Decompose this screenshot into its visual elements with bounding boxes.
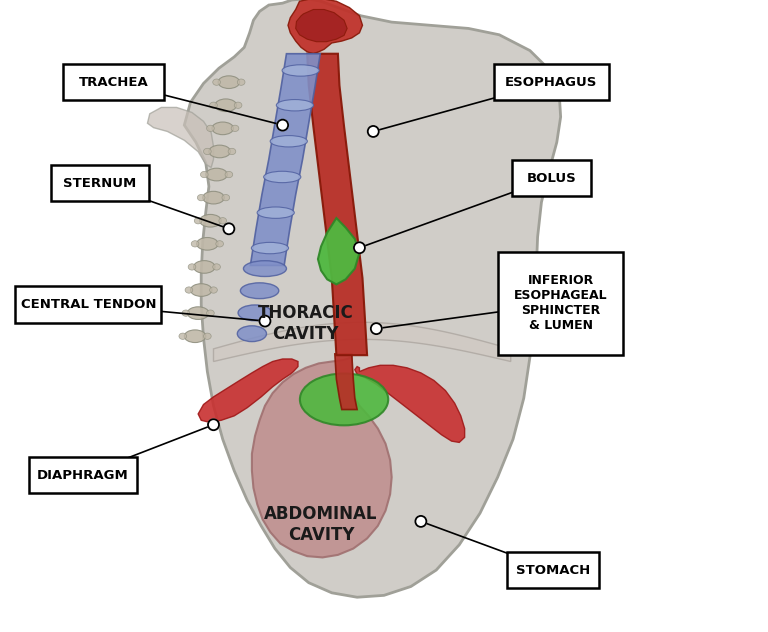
Polygon shape bbox=[318, 218, 359, 284]
Ellipse shape bbox=[209, 145, 230, 158]
Text: INFERIOR
ESOPHAGEAL
SPHINCTER
& LUMEN: INFERIOR ESOPHAGEAL SPHINCTER & LUMEN bbox=[514, 274, 607, 332]
Polygon shape bbox=[288, 0, 362, 54]
FancyBboxPatch shape bbox=[29, 457, 137, 494]
Ellipse shape bbox=[222, 195, 230, 201]
Ellipse shape bbox=[194, 217, 202, 224]
Ellipse shape bbox=[182, 310, 190, 316]
Ellipse shape bbox=[194, 260, 215, 273]
Polygon shape bbox=[250, 54, 320, 265]
FancyBboxPatch shape bbox=[494, 64, 609, 100]
Ellipse shape bbox=[215, 99, 237, 112]
Circle shape bbox=[223, 223, 234, 234]
Text: ABDOMINAL
CAVITY: ABDOMINAL CAVITY bbox=[264, 505, 378, 544]
Ellipse shape bbox=[300, 374, 389, 425]
Ellipse shape bbox=[207, 310, 214, 316]
Ellipse shape bbox=[207, 125, 214, 131]
Ellipse shape bbox=[200, 171, 208, 178]
Ellipse shape bbox=[270, 136, 307, 147]
FancyBboxPatch shape bbox=[512, 160, 591, 197]
Ellipse shape bbox=[257, 207, 294, 219]
Polygon shape bbox=[296, 9, 347, 42]
Circle shape bbox=[354, 242, 365, 253]
Ellipse shape bbox=[251, 243, 289, 254]
Polygon shape bbox=[307, 54, 367, 355]
Ellipse shape bbox=[206, 168, 227, 181]
Ellipse shape bbox=[184, 330, 206, 343]
Circle shape bbox=[260, 315, 270, 327]
Ellipse shape bbox=[237, 326, 266, 341]
FancyBboxPatch shape bbox=[51, 165, 149, 202]
Ellipse shape bbox=[240, 283, 279, 299]
Text: ESOPHAGUS: ESOPHAGUS bbox=[505, 76, 598, 88]
Ellipse shape bbox=[190, 284, 212, 296]
Ellipse shape bbox=[216, 241, 223, 247]
Ellipse shape bbox=[213, 264, 220, 270]
Ellipse shape bbox=[282, 65, 319, 76]
Ellipse shape bbox=[237, 79, 245, 85]
Text: CENTRAL TENDON: CENTRAL TENDON bbox=[21, 298, 156, 311]
Ellipse shape bbox=[185, 287, 193, 293]
Ellipse shape bbox=[228, 149, 236, 155]
Text: THORACIC
CAVITY: THORACIC CAVITY bbox=[258, 304, 353, 343]
Ellipse shape bbox=[276, 100, 313, 111]
Text: DIAPHRAGM: DIAPHRAGM bbox=[37, 469, 129, 482]
Text: BOLUS: BOLUS bbox=[527, 172, 576, 185]
Polygon shape bbox=[252, 357, 392, 557]
Ellipse shape bbox=[238, 305, 272, 321]
Ellipse shape bbox=[218, 76, 240, 88]
Ellipse shape bbox=[200, 214, 221, 227]
Polygon shape bbox=[198, 359, 298, 422]
FancyBboxPatch shape bbox=[507, 552, 599, 588]
Circle shape bbox=[415, 516, 426, 527]
Ellipse shape bbox=[225, 171, 233, 178]
FancyBboxPatch shape bbox=[15, 286, 161, 323]
Ellipse shape bbox=[243, 261, 286, 277]
Circle shape bbox=[277, 119, 288, 131]
Ellipse shape bbox=[210, 102, 217, 109]
Ellipse shape bbox=[187, 307, 209, 319]
Ellipse shape bbox=[188, 264, 196, 270]
Circle shape bbox=[371, 323, 382, 334]
Text: STOMACH: STOMACH bbox=[516, 564, 590, 576]
Ellipse shape bbox=[197, 238, 218, 250]
Ellipse shape bbox=[234, 102, 242, 109]
Polygon shape bbox=[184, 0, 561, 597]
Ellipse shape bbox=[213, 79, 220, 85]
Ellipse shape bbox=[263, 171, 301, 183]
Ellipse shape bbox=[197, 195, 205, 201]
Ellipse shape bbox=[204, 149, 211, 155]
Ellipse shape bbox=[191, 241, 199, 247]
Polygon shape bbox=[147, 107, 214, 167]
Ellipse shape bbox=[204, 333, 211, 339]
Text: TRACHEA: TRACHEA bbox=[79, 76, 148, 88]
Polygon shape bbox=[355, 365, 465, 442]
Ellipse shape bbox=[203, 191, 224, 204]
FancyBboxPatch shape bbox=[498, 252, 623, 355]
Ellipse shape bbox=[210, 287, 217, 293]
Ellipse shape bbox=[212, 122, 233, 135]
Polygon shape bbox=[214, 322, 511, 362]
Circle shape bbox=[208, 419, 219, 430]
Ellipse shape bbox=[231, 125, 239, 131]
Text: STERNUM: STERNUM bbox=[63, 177, 137, 190]
Polygon shape bbox=[335, 354, 357, 410]
Ellipse shape bbox=[179, 333, 187, 339]
FancyBboxPatch shape bbox=[63, 64, 164, 100]
Circle shape bbox=[368, 126, 379, 137]
Ellipse shape bbox=[219, 217, 227, 224]
